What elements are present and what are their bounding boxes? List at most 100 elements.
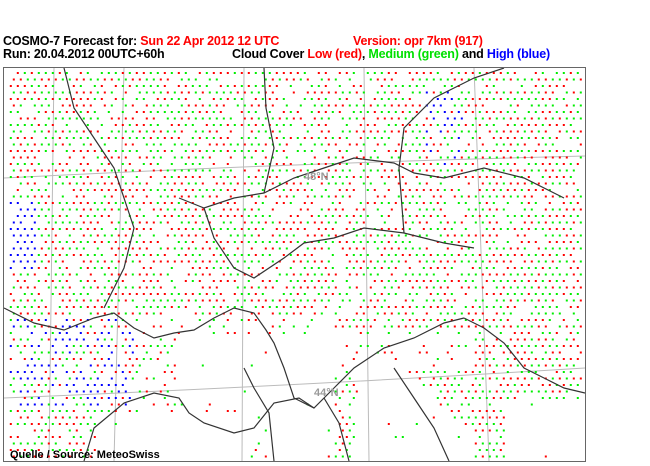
cloud-dot: [579, 143, 582, 146]
cloud-dot: [128, 371, 131, 373]
cloud-dot: [68, 221, 71, 224]
cloud-dot: [453, 78, 456, 81]
cloud-dot: [110, 403, 113, 406]
cloud-dot: [250, 364, 253, 367]
cloud-dot: [527, 176, 530, 178]
cloud-dot: [261, 306, 264, 308]
cloud-dot: [61, 325, 64, 328]
cloud-dot: [44, 98, 47, 100]
cloud-dot: [159, 130, 162, 133]
cloud-dot: [565, 364, 568, 367]
cloud-dot: [107, 345, 110, 347]
cloud-dot: [362, 182, 365, 185]
cloud-dot: [576, 280, 579, 282]
cloud-dot: [310, 98, 313, 100]
cloud-dot: [177, 124, 180, 126]
cloud-dot: [506, 306, 509, 308]
cloud-dot: [166, 91, 169, 94]
cloud-dot: [534, 202, 537, 204]
cloud-dot: [110, 325, 113, 328]
cloud-dot: [222, 325, 225, 328]
cloud-dot: [488, 351, 491, 354]
cloud-dot: [212, 111, 215, 113]
cloud-dot: [292, 78, 295, 81]
cloud-dot: [387, 319, 390, 321]
cloud-dot: [303, 306, 306, 308]
cloud-dot: [310, 163, 313, 165]
cloud-dot: [40, 338, 43, 341]
cloud-dot: [516, 169, 519, 172]
cloud-dot: [429, 189, 432, 191]
cloud-dot: [443, 241, 446, 243]
cloud-dot: [572, 312, 575, 315]
cloud-dot: [177, 202, 180, 204]
cloud-dot: [478, 358, 481, 360]
cloud-dot: [418, 260, 421, 263]
cloud-dot: [404, 312, 407, 315]
cloud-dot: [152, 403, 155, 406]
cloud-dot: [138, 169, 141, 172]
cloud-dot: [320, 104, 323, 107]
cloud-dot: [194, 312, 197, 315]
cloud-dot: [107, 332, 110, 334]
cloud-dot: [243, 234, 246, 237]
cloud-dot: [383, 78, 386, 81]
cloud-dot: [264, 78, 267, 81]
cloud-dot: [334, 78, 337, 81]
cloud-dot: [79, 267, 82, 269]
cloud-dot: [47, 221, 50, 224]
cloud-dot: [72, 410, 75, 412]
cloud-dot: [576, 137, 579, 139]
cloud-dot: [131, 364, 134, 367]
cloud-dot: [198, 72, 201, 74]
cloud-dot: [390, 273, 393, 276]
cloud-dot: [30, 163, 33, 165]
cloud-dot: [240, 111, 243, 113]
cloud-dot: [47, 169, 50, 172]
cloud-dot: [142, 137, 145, 139]
cloud-dot: [138, 208, 141, 211]
cloud-dot: [100, 254, 103, 256]
cloud-dot: [240, 85, 243, 87]
cloud-dot: [33, 377, 36, 380]
cloud-dot: [348, 429, 351, 432]
cloud-dot: [362, 299, 365, 302]
cloud-dot: [30, 215, 33, 217]
cloud-dot: [541, 319, 544, 321]
cloud-dot: [387, 254, 390, 256]
cloud-dot: [226, 98, 229, 100]
cloud-dot: [425, 78, 428, 81]
cloud-dot: [86, 98, 89, 100]
cloud-dot: [481, 442, 484, 445]
cloud-dot: [579, 234, 582, 237]
cloud-dot: [520, 137, 523, 139]
cloud-dot: [527, 319, 530, 321]
cloud-dot: [170, 293, 173, 295]
cloud-dot: [303, 280, 306, 282]
cloud-dot: [478, 98, 481, 100]
cloud-dot: [282, 163, 285, 165]
cloud-dot: [205, 410, 208, 412]
cloud-dot: [562, 293, 565, 295]
cloud-dot: [509, 91, 512, 94]
cloud-dot: [464, 72, 467, 74]
cloud-dot: [121, 280, 124, 282]
cloud-dot: [376, 247, 379, 250]
cloud-dot: [348, 416, 351, 419]
cloud-dot: [495, 247, 498, 250]
cloud-dot: [86, 384, 89, 386]
cloud-dot: [191, 124, 194, 126]
cloud-dot: [324, 150, 327, 152]
cloud-dot: [184, 124, 187, 126]
cloud-dot: [425, 156, 428, 159]
cloud-dot: [467, 416, 470, 419]
cloud-dot: [285, 286, 288, 289]
cloud-dot: [47, 182, 50, 185]
cloud-dot: [292, 117, 295, 120]
cloud-dot: [37, 98, 40, 100]
cloud-dot: [327, 156, 330, 159]
cloud-dot: [555, 150, 558, 152]
cloud-dot: [415, 371, 418, 373]
cloud-dot: [30, 358, 33, 360]
cloud-dot: [376, 104, 379, 107]
